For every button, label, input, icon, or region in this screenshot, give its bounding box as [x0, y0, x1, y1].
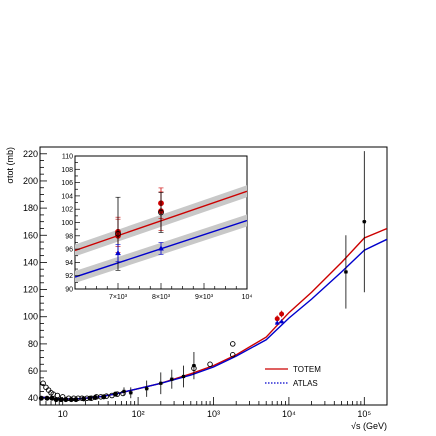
x-tick-label: 10⁵	[357, 409, 371, 419]
inset-y-tick-label: 102	[61, 207, 73, 214]
inset-x-tick-label: 10⁴	[242, 294, 253, 301]
data-point-open	[207, 361, 213, 368]
main-plot: 40 60 80 100 120 140 160 180 200 220 10 10² 10³ 10⁴ 10…	[5, 146, 388, 431]
data-point-filled	[58, 397, 64, 403]
data-point-filled	[112, 391, 118, 397]
y-tick-label: 120	[23, 285, 38, 295]
inset-y-tick-label: 92	[65, 273, 73, 280]
inset-y-tick-label: 90	[65, 287, 73, 294]
inset-y-tick-label: 98	[65, 233, 73, 240]
x-axis-title: √s (GeV)	[351, 421, 387, 431]
inset-x-tick-label: 9×10³	[195, 294, 214, 301]
data-point-triangle	[158, 245, 164, 251]
data-point-open	[54, 392, 61, 399]
data-point-cross	[181, 374, 186, 379]
data-point-filled	[73, 397, 79, 403]
y-tick-label: 200	[23, 176, 38, 186]
inset-y-tick-label: 94	[65, 260, 73, 267]
inset-y-tick-label: 96	[65, 247, 73, 254]
data-point-filled	[44, 395, 50, 401]
data-point-cross	[344, 270, 348, 274]
inset-y-tick-label: 104	[61, 193, 73, 200]
data-point-filled	[92, 395, 98, 401]
data-point-open	[158, 209, 164, 216]
data-point-cross	[122, 389, 126, 394]
y-tick-label: 220	[23, 149, 38, 159]
legend: TOTEM ATLAS	[265, 365, 321, 388]
y-tick-label: 40	[28, 393, 38, 403]
inset-y-tick-label: 106	[61, 180, 73, 187]
data-point-open	[43, 384, 49, 391]
y-axis-title: σtot (mb)	[5, 147, 15, 184]
inset-y-tick-label: 100	[61, 220, 73, 227]
data-point-filled	[49, 395, 55, 401]
data-point-cross	[159, 381, 163, 385]
data-point-cross	[362, 220, 366, 224]
data-point-open	[40, 380, 46, 387]
inset-plot: 90 92 94 96 98 100 102 104 106 108 110 7×10³ 8×10³ 9×…	[61, 154, 252, 302]
data-point-cross	[170, 377, 174, 381]
inset-y-tick-label: 110	[62, 154, 73, 161]
data-point-filled	[68, 397, 74, 403]
y-tick-label: 140	[23, 257, 38, 267]
y-tick-label: 80	[28, 339, 38, 349]
x-tick-label: 10³	[207, 409, 220, 419]
data-point-open	[229, 341, 236, 347]
data-point-filled	[101, 394, 107, 400]
data-point-cross	[145, 387, 149, 391]
y-tick-label: 160	[23, 230, 38, 240]
data-point-cross	[192, 364, 196, 368]
data-point-filled	[53, 397, 59, 403]
data-point-cross	[129, 391, 133, 395]
y-tick-label: 60	[28, 366, 38, 376]
x-tick-label: 10	[58, 409, 68, 419]
inset-x-tick-label: 8×10³	[152, 294, 171, 301]
data-point-open	[229, 352, 236, 358]
data-point-triangle	[279, 318, 285, 324]
y-tick-label: 180	[23, 203, 38, 213]
inset-x-tick-label: 7×10³	[109, 294, 128, 301]
data-point-triangle	[274, 320, 280, 325]
inset-y-tick-label: 108	[61, 167, 73, 174]
x-tick-label: 10⁴	[282, 409, 296, 419]
data-point-triangle	[115, 249, 121, 256]
data-point-filled	[87, 395, 93, 401]
data-point-open	[115, 230, 121, 237]
legend-label-totem: TOTEM	[293, 365, 321, 374]
data-point-filled	[63, 397, 69, 403]
y-tick-label: 100	[23, 312, 38, 322]
data-point-filled	[81, 396, 87, 402]
data-point-filled	[279, 311, 285, 317]
legend-label-atlas: ATLAS	[293, 379, 318, 388]
data-point-filled	[38, 395, 44, 401]
x-tick-label: 10²	[132, 409, 145, 419]
